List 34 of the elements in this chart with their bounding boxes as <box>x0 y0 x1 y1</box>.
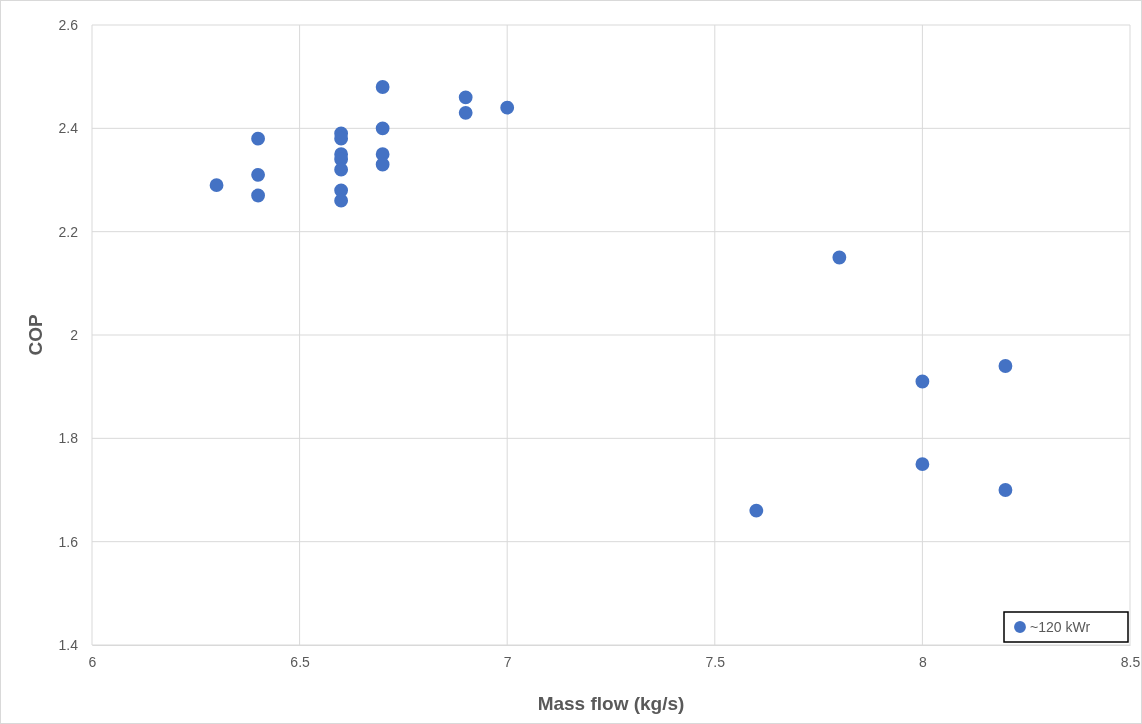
y-tick-label: 1.4 <box>58 636 79 653</box>
x-axis-title: Mass flow (kg/s) <box>537 693 685 714</box>
point <box>749 503 764 518</box>
point <box>915 374 930 389</box>
y-axis-title: COP <box>25 314 46 356</box>
point <box>458 90 473 105</box>
point <box>998 359 1013 373</box>
point <box>998 483 1013 497</box>
y-tick-label: 1.6 <box>58 533 79 550</box>
point <box>251 167 265 182</box>
point <box>375 121 390 136</box>
y-tick-label: 2.6 <box>58 16 79 33</box>
y-tick-label: 2.2 <box>58 223 79 240</box>
point <box>209 178 224 193</box>
point <box>251 188 265 203</box>
x-tick-label: 7 <box>503 653 512 670</box>
point <box>915 457 930 472</box>
point <box>251 131 265 146</box>
x-tick-label: 6 <box>88 653 97 670</box>
x-tick-label: 7.5 <box>705 653 726 670</box>
point <box>832 250 847 265</box>
y-tick-label: 2 <box>70 326 79 343</box>
y-tick-label: 2.4 <box>58 120 79 137</box>
point <box>500 100 515 115</box>
point <box>334 162 349 177</box>
point <box>458 105 473 120</box>
point <box>375 157 390 172</box>
x-tick-label: 8 <box>919 653 927 670</box>
y-tick-label: 1.8 <box>58 430 79 447</box>
point <box>334 193 349 208</box>
legend-label: ~120 kWr <box>1030 619 1091 635</box>
point <box>375 80 390 94</box>
x-tick-label: 6.5 <box>290 653 311 670</box>
x-tick-label: 8.5 <box>1120 653 1141 670</box>
